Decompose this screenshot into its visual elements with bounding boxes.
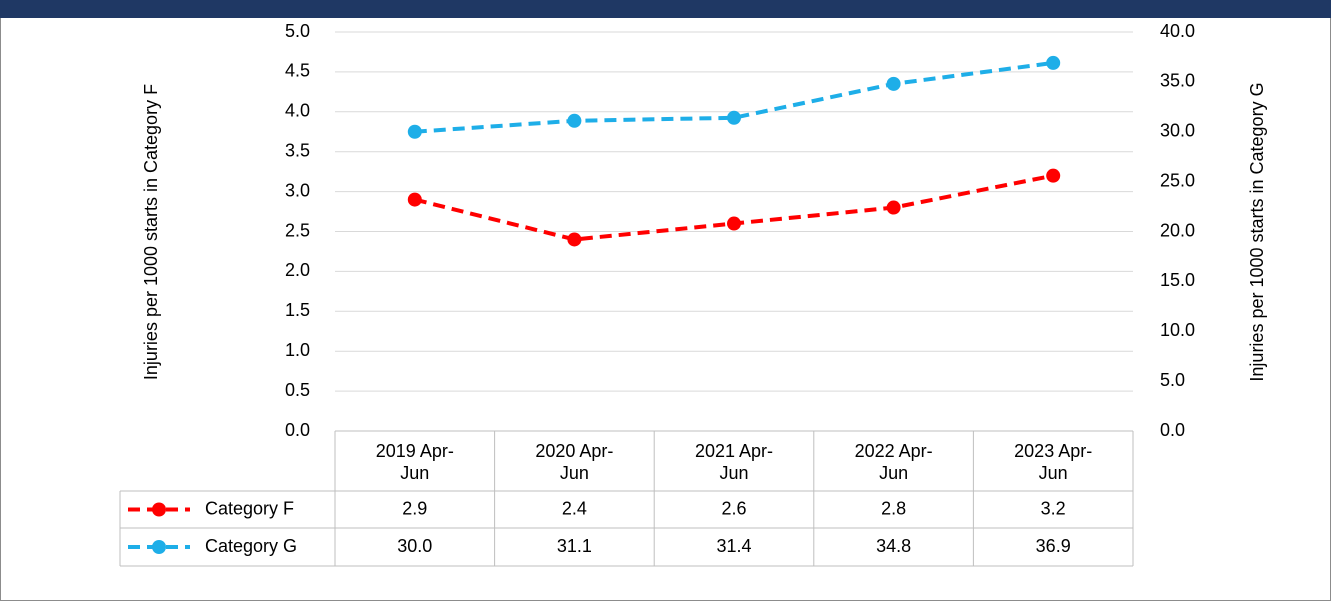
y-tick-label: 1.5 (285, 300, 310, 320)
marker (727, 110, 741, 125)
x-tick-label: 2021 Apr-Jun (694, 441, 774, 483)
series-line (414, 60, 1054, 134)
x-tick-label: 2023 Apr-Jun (1014, 441, 1093, 483)
marker (407, 192, 422, 207)
table-value: 3.2 (1041, 498, 1066, 518)
y-axis-title: Injuries per 1000 starts in Category F (141, 84, 161, 380)
x-tick-label: 2019 Apr-Jun (375, 441, 454, 483)
marker (567, 113, 582, 128)
y2-tick-label: 10.0 (1160, 320, 1195, 340)
y2-tick-label: 0.0 (1160, 420, 1185, 440)
x-tick-label: 2022 Apr-Jun (854, 441, 933, 483)
table-value: 2.9 (402, 498, 427, 518)
table-value: 2.4 (562, 498, 587, 518)
table-value: 36.9 (1036, 536, 1071, 556)
y2-tick-label: 20.0 (1160, 220, 1195, 240)
y-tick-label: 3.0 (285, 180, 310, 200)
y2-axis-title: Injuries per 1000 starts in Category G (1247, 82, 1267, 381)
table-value: 2.6 (721, 498, 746, 518)
y2-tick-label: 5.0 (1160, 370, 1185, 390)
y-tick-label: 4.0 (285, 101, 310, 121)
y2-tick-label: 15.0 (1160, 270, 1195, 290)
marker (886, 200, 901, 215)
y2-tick-label: 30.0 (1160, 121, 1195, 141)
y2-tick-label: 40.0 (1160, 21, 1195, 41)
legend-marker (152, 502, 166, 517)
y-tick-label: 0.0 (285, 420, 310, 440)
marker (1046, 168, 1061, 183)
table-value: 31.1 (557, 536, 592, 556)
table-value: 30.0 (397, 536, 432, 556)
legend-label: Category F (205, 498, 294, 518)
marker (1046, 55, 1061, 70)
y-tick-label: 0.5 (285, 380, 310, 400)
table-value: 31.4 (716, 536, 751, 556)
marker (727, 216, 741, 231)
marker (407, 124, 422, 139)
table-value: 34.8 (876, 536, 911, 556)
marker (886, 76, 901, 91)
table-value: 2.8 (881, 498, 906, 518)
y-tick-label: 3.5 (285, 140, 310, 160)
y-tick-label: 2.5 (285, 220, 310, 240)
legend-marker (152, 540, 166, 554)
y2-tick-label: 35.0 (1160, 71, 1195, 91)
legend-label: Category G (205, 536, 297, 556)
y-tick-label: 1.0 (285, 340, 310, 360)
marker (567, 232, 582, 247)
y-tick-label: 4.5 (285, 61, 310, 81)
y-tick-label: 2.0 (285, 260, 310, 280)
header-bar (0, 0, 1331, 18)
x-tick-label: 2020 Apr-Jun (535, 441, 614, 483)
y-tick-label: 5.0 (285, 21, 310, 41)
y2-tick-label: 25.0 (1160, 170, 1195, 190)
